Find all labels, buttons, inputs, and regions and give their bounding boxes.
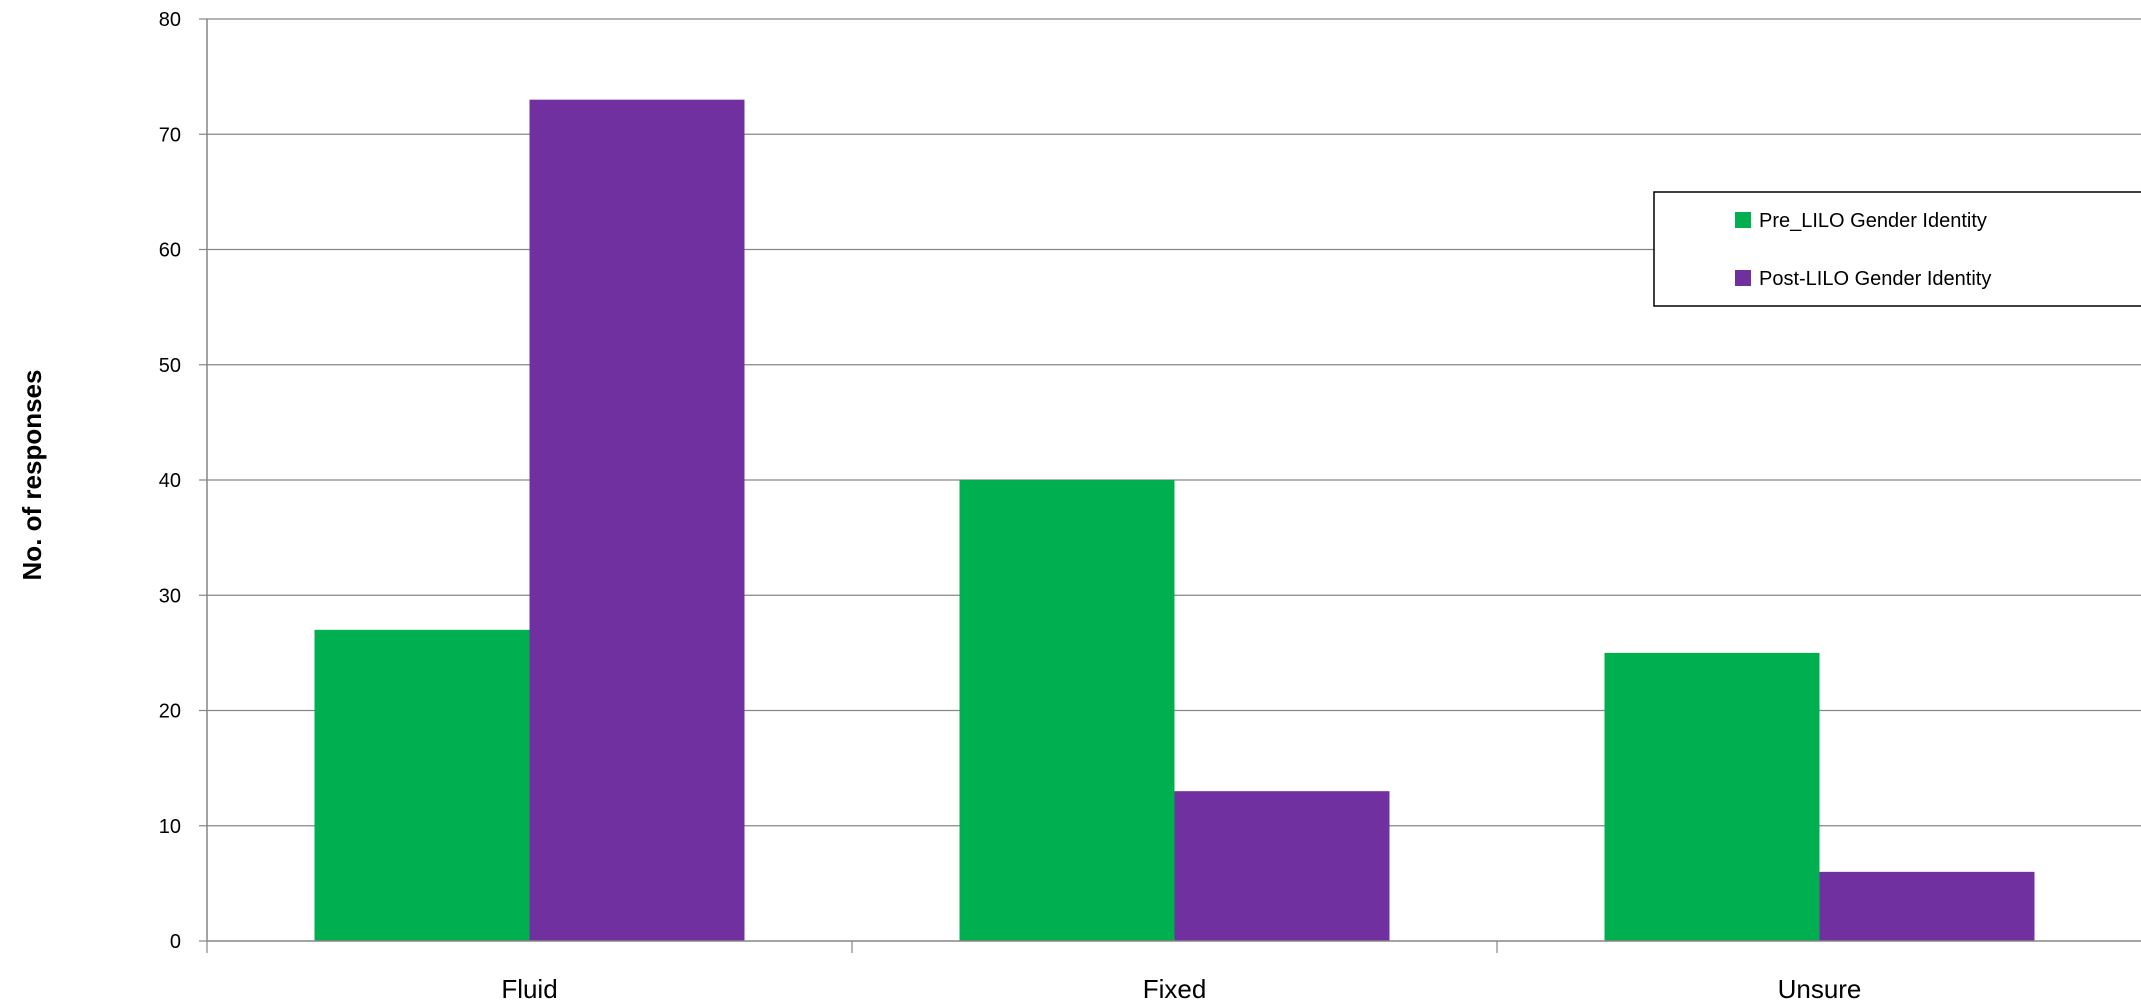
legend-label: Post-LILO Gender Identity (1759, 268, 1991, 290)
y-tick-label: 60 (159, 240, 181, 262)
x-category-label: Fixed (1143, 974, 1207, 1004)
x-category-label: Unsure (1778, 974, 1862, 1004)
y-tick-label: 30 (159, 585, 181, 607)
legend: Pre_LILO Gender Identity Post-LILO Gender… (1653, 191, 2141, 307)
bar-post-fixed (1174, 791, 1390, 941)
bar-pre-fluid (314, 629, 530, 941)
bars (314, 99, 2035, 942)
x-category-label: Fluid (501, 974, 557, 1004)
legend-swatch (1735, 270, 1751, 286)
y-tick-label: 40 (159, 470, 181, 492)
y-tick-label: 50 (159, 355, 181, 377)
bar-pre-fixed (959, 480, 1175, 941)
bar-post-unsure (1819, 871, 2035, 941)
legend-label: Pre_LILO Gender Identity (1759, 210, 1987, 232)
y-tick-label: 70 (159, 124, 181, 146)
y-tick-labels: 0 10 20 30 40 50 60 70 80 (159, 9, 207, 953)
y-tick-label: 20 (159, 701, 181, 723)
y-tick-label: 0 (170, 931, 181, 953)
y-axis-title: No. of responses (17, 370, 47, 581)
x-category-labels: Fluid Fixed Unsure (206, 941, 1862, 1004)
bar-post-fluid (529, 99, 745, 942)
y-tick-label: 80 (159, 9, 181, 31)
y-tick-label: 10 (159, 816, 181, 838)
bar-pre-unsure (1604, 652, 1820, 941)
legend-box (1653, 191, 2141, 307)
legend-swatch (1735, 212, 1751, 228)
